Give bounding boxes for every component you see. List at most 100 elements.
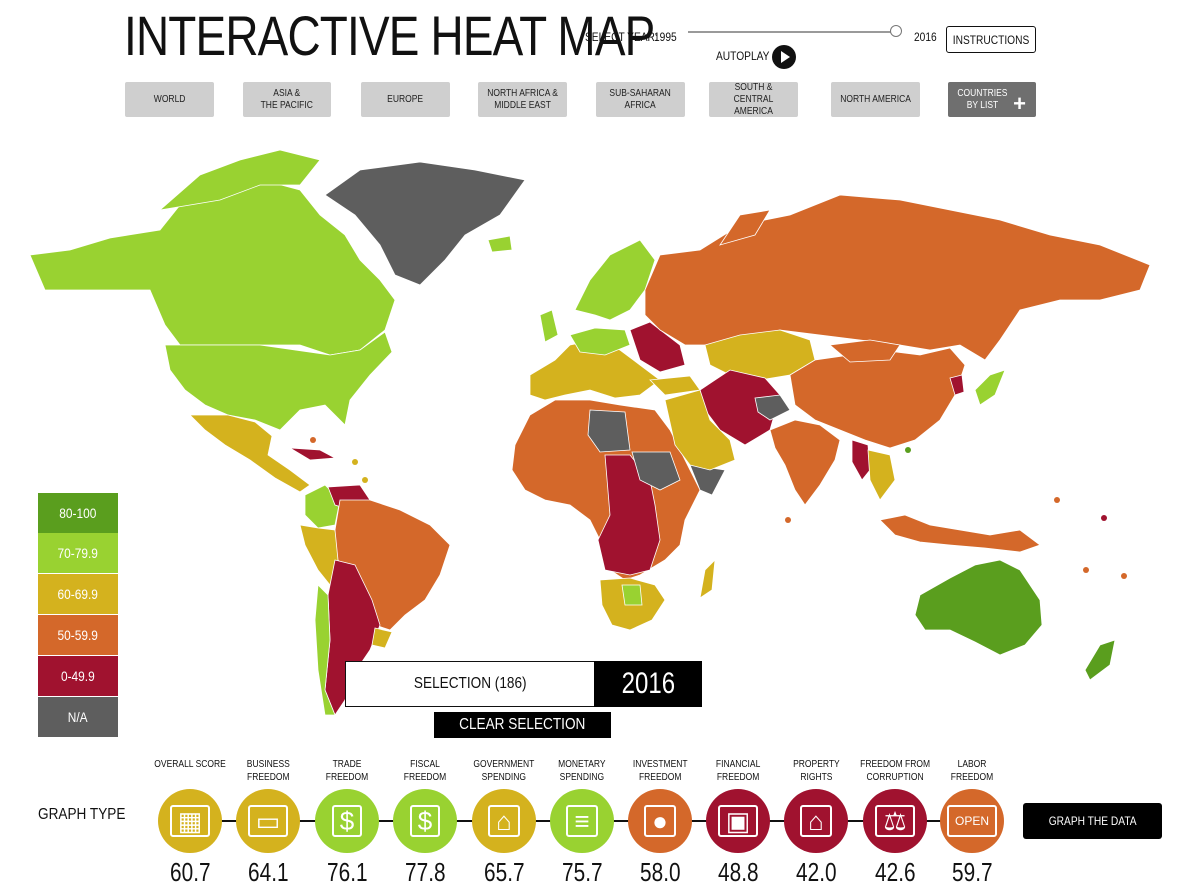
- map-region-island-dot[interactable]: [310, 437, 316, 443]
- graph-the-data-button[interactable]: GRAPH THE DATA: [1023, 803, 1162, 839]
- instructions-button[interactable]: INSTRUCTIONS: [946, 26, 1036, 53]
- region-north-america-button[interactable]: NORTH AMERICA: [831, 82, 920, 117]
- graph-item-score: 58.0: [615, 857, 705, 887]
- region-europe-button[interactable]: EUROPE: [361, 82, 450, 117]
- region-label: SOUTH & CENTRAL AMERICA: [733, 81, 774, 117]
- map-region-island-dot[interactable]: [785, 517, 791, 523]
- legend-label: N/A: [68, 709, 88, 725]
- region-asia-pacific-button[interactable]: ASIA & THE PACIFIC: [243, 82, 331, 117]
- selection-text: SELECTION (186): [413, 675, 527, 692]
- graph-item-button[interactable]: ▦: [158, 789, 222, 853]
- graph-item-score: 60.7: [145, 857, 235, 887]
- map-region-iceland[interactable]: [487, 235, 513, 253]
- map-region-usa[interactable]: [164, 331, 393, 431]
- map-region-uk[interactable]: [539, 309, 559, 343]
- graph-item-button[interactable]: ⚖: [863, 789, 927, 853]
- map-region-indochina[interactable]: [867, 449, 896, 501]
- map-region-western-europe[interactable]: [529, 339, 661, 401]
- region-world-button[interactable]: WORLD: [125, 82, 214, 117]
- region-mena-button[interactable]: NORTH AFRICA & MIDDLE EAST: [478, 82, 567, 117]
- graph-item-score-text: 42.0: [795, 857, 837, 887]
- map-region-turkey[interactable]: [649, 375, 701, 396]
- map-region-sudan-somalia[interactable]: [631, 451, 681, 491]
- selection-label: SELECTION (186): [345, 661, 595, 707]
- map-region-island-dot[interactable]: [352, 459, 358, 465]
- graph-item-label: GOVERNMENT SPENDING: [459, 758, 549, 784]
- graph-item-label-text: INVESTMENT FREEDOM: [632, 759, 688, 783]
- map-region-russia[interactable]: [644, 194, 1151, 361]
- map-region-russia-north-islands[interactable]: [719, 209, 771, 246]
- scales-icon: ⚖: [875, 805, 915, 837]
- graph-item-label-text: PROPERTY RIGHTS: [792, 759, 840, 783]
- safe-icon: ▣: [717, 805, 759, 837]
- map-region-india[interactable]: [769, 419, 841, 506]
- year-slider-thumb[interactable]: [890, 25, 902, 37]
- graph-item-score: 65.7: [459, 857, 549, 887]
- map-region-australia[interactable]: [914, 559, 1043, 656]
- region-sub-saharan-button[interactable]: SUB-SAHARAN AFRICA: [596, 82, 685, 117]
- map-region-scandinavia[interactable]: [574, 239, 656, 321]
- map-region-new-zealand[interactable]: [1084, 639, 1116, 681]
- graph-item-button[interactable]: ▣: [706, 789, 770, 853]
- map-region-island-dot[interactable]: [1054, 497, 1060, 503]
- graph-item-button[interactable]: $: [315, 789, 379, 853]
- map-region-ukraine[interactable]: [629, 321, 686, 373]
- map-region-greenland[interactable]: [324, 161, 526, 286]
- map-region-japan[interactable]: [974, 369, 1006, 406]
- graph-item-label-text: MONETARY SPENDING: [558, 759, 606, 783]
- year-slider-track[interactable]: [688, 31, 898, 33]
- map-region-uruguay[interactable]: [371, 627, 393, 649]
- legend-0-49: 0-49.9: [38, 656, 118, 696]
- graph-item-label-text: OVERALL SCORE: [154, 759, 226, 770]
- countries-by-list-button[interactable]: COUNTRIES BY LIST +: [948, 82, 1036, 117]
- region-label: COUNTRIES BY LIST: [956, 87, 1008, 111]
- map-region-afghanistan[interactable]: [754, 394, 791, 421]
- map-region-central-europe[interactable]: [569, 327, 631, 356]
- graph-item-button[interactable]: OPEN: [940, 789, 1004, 853]
- graph-item-button[interactable]: ▭: [236, 789, 300, 853]
- year-end-label: 2016: [914, 30, 937, 44]
- legend-label: 50-59.9: [57, 627, 99, 643]
- region-label: SUB-SAHARAN AFRICA: [609, 87, 672, 111]
- graph-item-label-text: FISCAL FREEDOM: [403, 759, 447, 783]
- clear-selection-button[interactable]: CLEAR SELECTION: [434, 712, 611, 738]
- plus-icon: +: [1013, 91, 1026, 116]
- map-region-caribbean[interactable]: [289, 447, 337, 461]
- map-region-chile[interactable]: [314, 584, 336, 716]
- map-region-indonesia[interactable]: [879, 514, 1041, 553]
- map-region-mexico[interactable]: [189, 414, 311, 493]
- region-south-central-america-button[interactable]: SOUTH & CENTRAL AMERICA: [709, 82, 798, 117]
- map-region-madagascar[interactable]: [699, 558, 716, 599]
- map-region-korea[interactable]: [949, 374, 965, 396]
- graph-item-button[interactable]: ●: [628, 789, 692, 853]
- map-region-libya[interactable]: [587, 409, 631, 453]
- play-icon[interactable]: [772, 45, 796, 69]
- graph-item-label: TRADE FREEDOM: [302, 758, 392, 784]
- map-region-middle-east[interactable]: [664, 389, 736, 471]
- map-region-myanmar[interactable]: [851, 439, 871, 481]
- graph-item-button[interactable]: ⌂: [784, 789, 848, 853]
- page-title: INTERACTIVE HEAT MAP: [124, 4, 655, 67]
- map-region-island-dot[interactable]: [905, 447, 911, 453]
- region-label: NORTH AFRICA & MIDDLE EAST: [487, 87, 558, 111]
- map-region-island-dot[interactable]: [1121, 573, 1127, 579]
- legend-label: 70-79.9: [57, 545, 99, 561]
- map-region-island-dot[interactable]: [1083, 567, 1089, 573]
- open-sign-icon: OPEN: [946, 805, 997, 837]
- world-map[interactable]: [0, 130, 1191, 730]
- graph-item-score-text: 60.7: [169, 857, 211, 887]
- map-region-botswana[interactable]: [621, 584, 643, 606]
- map-region-island-dot[interactable]: [1101, 515, 1107, 521]
- legend-70-79: 70-79.9: [38, 533, 118, 573]
- graph-item-label-text: BUSINESS FREEDOM: [246, 759, 290, 783]
- graph-item-button[interactable]: ≡: [550, 789, 614, 853]
- currency-icon: $: [331, 805, 363, 837]
- map-region-arctic-islands[interactable]: [158, 149, 321, 211]
- piggy-bank-icon: ●: [644, 805, 676, 837]
- graph-item-button[interactable]: ⌂: [472, 789, 536, 853]
- graph-item-label: FISCAL FREEDOM: [380, 758, 470, 784]
- graph-item-button[interactable]: $: [393, 789, 457, 853]
- region-label: ASIA & THE PACIFIC: [260, 87, 314, 111]
- map-region-island-dot[interactable]: [362, 477, 368, 483]
- map-region-mongolia[interactable]: [829, 339, 901, 363]
